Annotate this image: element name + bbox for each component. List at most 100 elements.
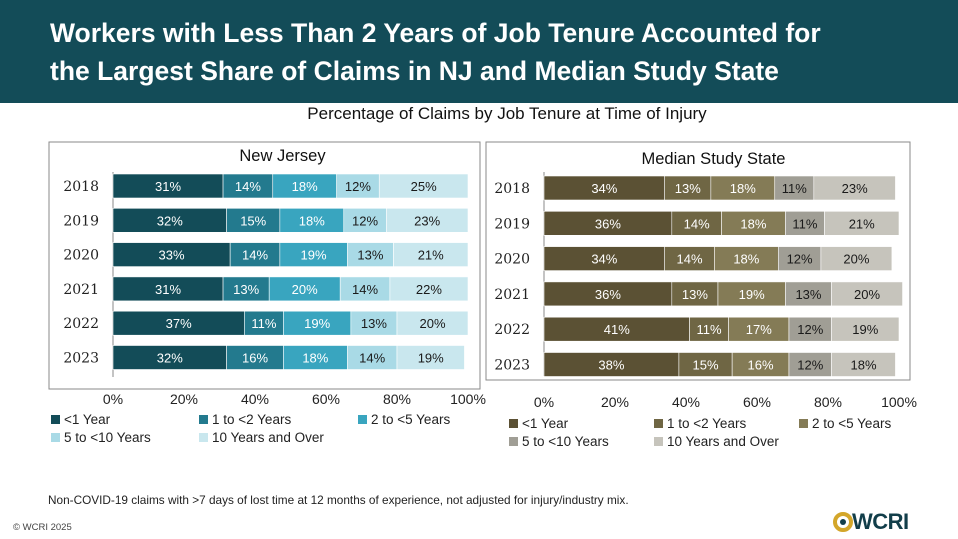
data-label: 17% xyxy=(746,322,772,337)
bar-segment xyxy=(714,246,779,271)
data-label: 23% xyxy=(414,213,440,228)
legend-swatch xyxy=(358,415,367,424)
bar-segment xyxy=(820,246,893,271)
bar-segment xyxy=(112,310,245,336)
data-label: 32% xyxy=(157,213,183,228)
legend-swatch xyxy=(799,419,808,428)
bar-segment xyxy=(393,242,469,267)
data-label: 34% xyxy=(591,252,617,267)
bar-segment xyxy=(222,173,274,199)
legend-label: 1 to <2 Years xyxy=(212,412,291,427)
legend-swatch xyxy=(51,415,60,424)
data-label: 19% xyxy=(304,316,330,331)
data-label: 13% xyxy=(233,282,259,297)
chart-new-jersey: New Jersey 2018 31% 14% 18% 12% 25% 2019 32% 15% 1… xyxy=(48,141,486,445)
bar-segment xyxy=(721,211,786,236)
x-tick-label: 40% xyxy=(672,394,700,410)
bar-segment xyxy=(785,281,832,307)
legend-label: 10 Years and Over xyxy=(212,430,324,445)
data-label: 18% xyxy=(292,179,318,194)
bar-segment xyxy=(389,276,469,302)
data-label: 20% xyxy=(292,282,318,297)
bar-segment xyxy=(777,246,822,271)
page-title: Workers with Less Than 2 Years of Job Te… xyxy=(50,14,930,90)
bar-segment xyxy=(710,175,776,201)
y-tick-label: 2020 xyxy=(494,252,530,268)
bar-segment xyxy=(112,242,231,267)
data-label: 15% xyxy=(240,213,266,228)
bar-segment xyxy=(244,310,284,336)
bar-segment xyxy=(831,281,903,307)
data-label: 19% xyxy=(418,351,444,366)
x-tick-label: 80% xyxy=(383,391,411,407)
data-label: 12% xyxy=(797,322,823,337)
data-label: 36% xyxy=(595,287,621,302)
y-tick-label: 2019 xyxy=(63,213,99,229)
bar-segment xyxy=(396,310,469,336)
bar-segment xyxy=(543,352,680,377)
data-label: 16% xyxy=(242,351,268,366)
legend-swatch xyxy=(199,415,208,424)
data-label: 33% xyxy=(159,248,185,263)
bar-segment xyxy=(543,316,690,342)
legend-label: 5 to <10 Years xyxy=(64,430,151,445)
title-banner: Workers with Less Than 2 Years of Job Te… xyxy=(0,0,958,103)
x-tick-label: 80% xyxy=(814,394,842,410)
x-tick-label: 100% xyxy=(881,394,917,410)
data-label: 18% xyxy=(740,216,766,231)
bar-segment xyxy=(396,345,465,370)
bar-segment xyxy=(386,208,469,233)
logo-text: WCRI xyxy=(852,509,909,534)
data-label: 21% xyxy=(418,248,444,263)
y-tick-label: 2019 xyxy=(494,216,530,232)
bar-segment xyxy=(283,310,352,336)
legend-swatch xyxy=(654,437,663,446)
data-label: 16% xyxy=(748,358,774,373)
data-label: 11% xyxy=(251,316,276,331)
page-title-line-2: the Largest Share of Claims in NJ and Me… xyxy=(50,56,779,86)
x-tick-label: 100% xyxy=(450,391,486,407)
bar-segment xyxy=(785,211,825,236)
data-label: 36% xyxy=(595,216,621,231)
wcri-logo-icon xyxy=(833,512,853,532)
data-label: 14% xyxy=(235,179,261,194)
bar-segment xyxy=(226,208,281,233)
legend-label: <1 Year xyxy=(522,416,569,431)
y-tick-label: 2022 xyxy=(63,316,99,332)
bar-segment xyxy=(774,175,815,201)
bar-segment xyxy=(112,345,227,370)
bar-segment xyxy=(279,242,348,267)
chart-title: Median Study State xyxy=(641,150,785,168)
legend-label: 2 to <5 Years xyxy=(371,412,450,427)
data-label: 32% xyxy=(157,351,183,366)
data-label: 13% xyxy=(357,248,383,263)
y-tick-label: 2021 xyxy=(63,282,99,298)
data-label: 19% xyxy=(852,322,878,337)
data-label: 34% xyxy=(591,181,617,196)
data-label: 41% xyxy=(604,322,630,337)
data-label: 20% xyxy=(854,287,880,302)
bar-segment xyxy=(678,352,733,377)
bar-segment xyxy=(112,208,227,233)
data-label: 12% xyxy=(787,252,813,267)
bar-segment xyxy=(543,246,665,271)
bar-segment xyxy=(272,173,337,199)
data-label: 13% xyxy=(682,287,708,302)
data-label: 18% xyxy=(850,358,876,373)
data-label: 12% xyxy=(797,358,823,373)
bar-segment xyxy=(283,345,348,370)
data-label: 25% xyxy=(411,179,437,194)
data-label: 21% xyxy=(849,216,875,231)
x-tick-label: 20% xyxy=(601,394,629,410)
bar-segment xyxy=(813,175,896,201)
data-label: 23% xyxy=(842,181,868,196)
data-label: 20% xyxy=(843,252,869,267)
bar-segment xyxy=(543,175,665,201)
bar-segment xyxy=(279,208,345,233)
bar-segment xyxy=(831,316,900,342)
y-tick-label: 2022 xyxy=(494,322,530,338)
y-tick-label: 2023 xyxy=(494,358,530,374)
bar-segment xyxy=(788,316,832,342)
data-label: 13% xyxy=(361,316,387,331)
